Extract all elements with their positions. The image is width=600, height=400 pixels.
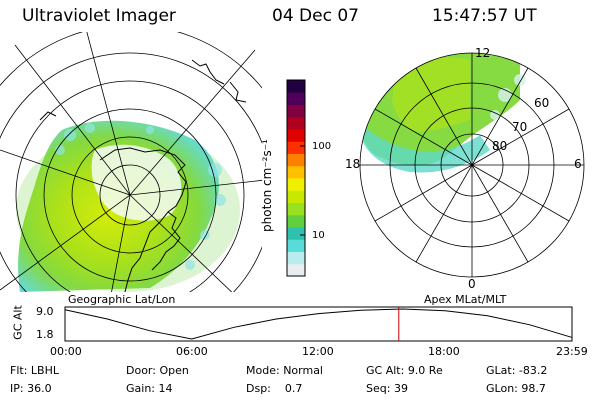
altitude-plot-frame (64, 306, 573, 342)
geo-panel-label: Geographic Lat/Lon (68, 293, 176, 306)
colorbar-unit-label: photon cm⁻²s⁻¹ (260, 139, 274, 232)
alt-ytick-top: 9.0 (36, 305, 54, 318)
alt-xtick-1: 06:00 (176, 345, 208, 358)
altitude-plot (64, 306, 573, 342)
geographic-map (0, 32, 262, 292)
apex-panel-label: Apex MLat/MLT (424, 293, 507, 306)
alt-xtick-0: 00:00 (50, 345, 82, 358)
gain-info: Gain: 14 (126, 382, 173, 395)
colorbar-segment (287, 165, 305, 179)
mlt-label-0: 0 (468, 277, 476, 291)
colorbar-segment (287, 92, 305, 105)
colorbar-segment (287, 153, 305, 167)
colorbar-segment (287, 129, 305, 142)
seq-info: Seq: 39 (366, 382, 408, 395)
colorbar-segment (287, 190, 305, 203)
colorbar-segment (287, 214, 305, 228)
date-label: 04 Dec 07 (272, 6, 359, 26)
mlt-label-12: 12 (475, 46, 491, 60)
altitude-curve (64, 308, 572, 340)
colorbar-frame (286, 79, 306, 277)
door-info: Door: Open (126, 364, 189, 377)
flt-info: Flt: LBHL (10, 364, 59, 377)
alt-ytick-bottom: 1.8 (36, 328, 54, 341)
apex-map (359, 52, 585, 278)
alt-xtick-3: 18:00 (428, 345, 460, 358)
mlat-label-70: 70 (512, 120, 528, 134)
instrument-title: Ultraviolet Imager (22, 6, 176, 26)
mlt-label-6: 6 (574, 157, 582, 171)
alt-xtick-4: 23:59 (556, 345, 588, 358)
glon-info: GLon: 98.7 (486, 382, 546, 395)
colorbar-segment (287, 80, 305, 93)
colorbar (286, 79, 306, 277)
ip-info: IP: 36.0 (10, 382, 52, 395)
apex-grid (359, 52, 585, 278)
colorbar-segment (287, 227, 305, 240)
mlt-label-18: 18 (345, 157, 361, 171)
colorbar-segment (287, 202, 305, 216)
colorbar-segment (287, 178, 305, 191)
gcalt-info: GC Alt: 9.0 Re (366, 364, 443, 377)
colorbar-segment (287, 141, 305, 154)
mode-info: Mode: Normal (246, 364, 323, 377)
mlat-label-60: 60 (534, 96, 550, 110)
mlat-label-80: 80 (492, 139, 508, 153)
colorbar-segment (287, 251, 305, 265)
colorbar-segment (287, 104, 305, 118)
dsp-info: Dsp: 0.7 (246, 382, 303, 395)
geo-grid (0, 32, 262, 292)
colorbar-tick-100: 100 (312, 141, 332, 152)
glat-info: GLat: -83.2 (486, 364, 548, 377)
time-label: 15:47:57 UT (432, 6, 537, 26)
alt-xtick-2: 12:00 (302, 345, 334, 358)
colorbar-segment (287, 263, 305, 277)
colorbar-segment (287, 239, 305, 252)
alt-ylabel: GC Alt (11, 305, 25, 340)
colorbar-segment (287, 116, 305, 130)
colorbar-tick-10: 10 (312, 230, 325, 241)
aurora-oval-geo (16, 120, 240, 292)
coastlines (39, 59, 247, 292)
